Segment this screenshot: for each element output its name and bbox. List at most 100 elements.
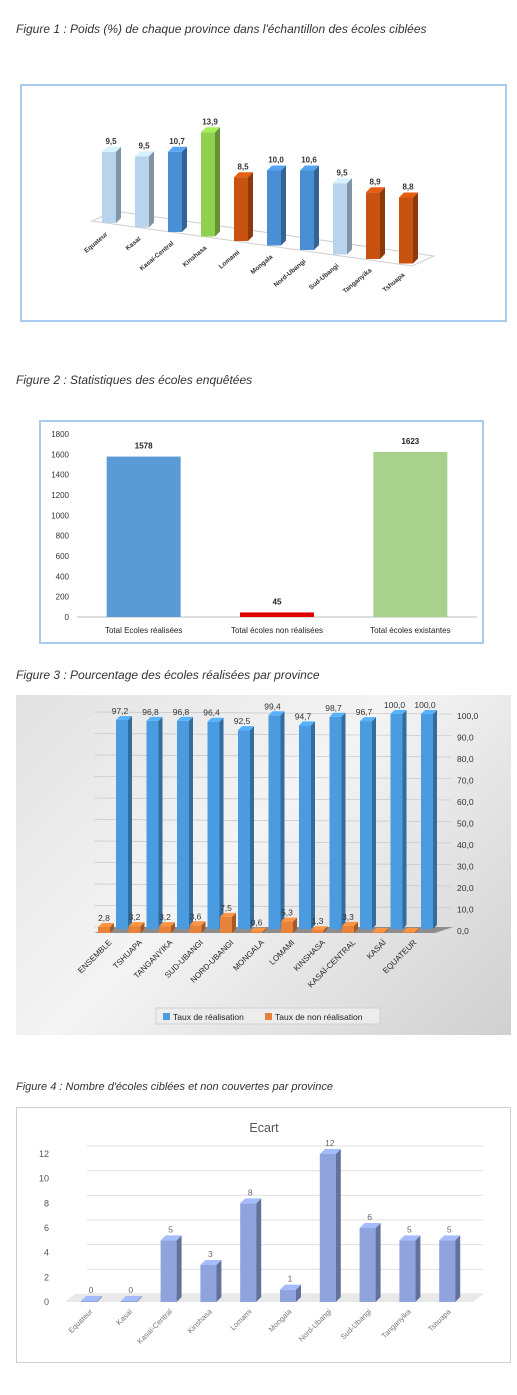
fig1-category-label: Tshuapa xyxy=(382,271,407,293)
fig2-y-tick: 1800 xyxy=(51,430,69,439)
fig4-category-label: Sud-Ubangi xyxy=(339,1307,374,1342)
fig2-y-tick: 800 xyxy=(56,532,70,541)
fig3-data-label-non-realisation: 0,6 xyxy=(251,918,263,928)
fig2-category-label: Total Ecoles réalisées xyxy=(105,626,182,635)
fig3-bar-realisation xyxy=(207,717,224,929)
fig4-category-label: Kinshasa xyxy=(186,1306,215,1335)
fig4-category-label: Equateur xyxy=(67,1307,95,1335)
fig4-y-tick: 4 xyxy=(44,1248,49,1258)
figure-2-svg: 0 200 400 600 800 1000 1200 1400 1600 1800 1578 Tot… xyxy=(51,430,477,635)
fig1-data-label: 10,0 xyxy=(268,156,284,165)
fig4-category-label: Kasaï xyxy=(114,1306,135,1327)
fig3-data-label-realisation: 98,7 xyxy=(325,703,342,713)
fig3-data-label-non-realisation: 3,2 xyxy=(129,912,141,922)
fig4-data-label: 6 xyxy=(367,1212,372,1222)
fig4-bar xyxy=(81,1296,102,1302)
fig3-data-label-non-realisation: 3,6 xyxy=(190,911,202,921)
fig3-y-tick: 50,0 xyxy=(457,819,474,829)
fig3-bar-non-realisation xyxy=(372,928,389,933)
fig4-data-label: 12 xyxy=(325,1138,335,1148)
figure-1-chart: 9,5 Equateur 9,5 Kasaï 10,7 Kasaï-Central 13,9… xyxy=(20,84,507,322)
fig3-legend-swatch-non-realisation xyxy=(265,1013,272,1020)
fig2-bar xyxy=(106,456,181,617)
fig1-category-label: Mongala xyxy=(250,253,275,276)
fig2-y-tick: 1600 xyxy=(51,450,69,459)
fig2-y-tick: 600 xyxy=(56,552,70,561)
fig3-bar-realisation xyxy=(146,716,163,929)
fig4-bar xyxy=(240,1198,262,1302)
fig3-bar-non-realisation xyxy=(281,917,297,933)
fig4-title: Ecart xyxy=(249,1121,279,1135)
fig1-bar xyxy=(234,172,253,241)
fig2-bar xyxy=(240,612,314,617)
fig3-data-label-non-realisation: 3,3 xyxy=(342,912,354,922)
fig4-y-tick: 12 xyxy=(39,1149,49,1159)
fig3-data-label-realisation: 97,2 xyxy=(112,706,129,716)
fig1-category-label: Nord-Ubangi xyxy=(273,258,308,289)
fig3-data-label-non-realisation: 5,3 xyxy=(281,908,293,918)
fig3-data-label-non-realisation: 2,8 xyxy=(98,913,110,923)
fig3-y-tick: 90,0 xyxy=(457,733,474,743)
fig2-y-tick: 400 xyxy=(56,572,70,581)
fig3-data-label-non-realisation: 1,3 xyxy=(312,916,324,926)
fig3-y-tick: 20,0 xyxy=(457,883,474,893)
fig1-data-label: 9,5 xyxy=(138,141,150,150)
figure-2-caption: Figure 2 : Statistiques des écoles enquê… xyxy=(16,373,253,387)
fig4-bar xyxy=(160,1235,182,1302)
fig3-y-tick: 40,0 xyxy=(457,840,474,850)
fig1-bar xyxy=(168,146,187,232)
fig1-data-label: 8,8 xyxy=(402,183,414,192)
fig3-bar-non-realisation xyxy=(250,927,267,933)
fig3-bar-realisation xyxy=(299,721,315,929)
fig2-category-label: Total écoles existantes xyxy=(370,626,451,635)
fig4-bar xyxy=(280,1284,301,1302)
fig3-y-tick: 10,0 xyxy=(457,905,474,915)
fig3-category-label: MONGALA xyxy=(231,938,266,973)
figure-4-svg: Ecart 0 2 4 6 8 10 12 0 Equateur 0 Kasaï 5 Kasaï-Cent… xyxy=(39,1121,483,1346)
fig3-data-label-realisation: 96,7 xyxy=(356,707,373,717)
fig2-data-label: 45 xyxy=(273,597,282,606)
fig2-data-label: 1623 xyxy=(401,437,419,446)
fig1-category-label: Kasaï xyxy=(124,236,142,253)
figure-3-caption: Figure 3 : Pourcentage des écoles réalis… xyxy=(16,668,320,682)
fig3-y-tick: 70,0 xyxy=(457,776,474,786)
fig4-category-label: Tanganyika xyxy=(380,1306,414,1340)
fig3-bar-non-realisation xyxy=(403,928,419,933)
fig4-data-label: 8 xyxy=(248,1187,253,1197)
fig4-bar xyxy=(359,1223,381,1302)
fig1-bar xyxy=(399,192,418,264)
fig3-bar-non-realisation xyxy=(98,922,114,933)
fig3-bar-realisation xyxy=(268,711,285,929)
fig1-bar xyxy=(366,187,385,259)
fig2-bar xyxy=(373,451,448,617)
fig3-data-label-non-realisation: 7,5 xyxy=(220,903,232,913)
fig3-y-tick: 100,0 xyxy=(457,711,479,721)
fig4-data-label: 3 xyxy=(208,1249,213,1259)
fig2-y-tick: 0 xyxy=(65,613,70,622)
fig3-data-label-realisation: 94,7 xyxy=(295,711,312,721)
fig4-data-label: 1 xyxy=(288,1274,293,1284)
fig1-data-label: 13,9 xyxy=(202,117,218,126)
figure-3-chart: 0,0 10,0 20,0 30,0 40,0 50,0 60,0 70,0 80,0 90,0 1… xyxy=(16,695,511,1035)
fig4-data-label: 5 xyxy=(168,1224,173,1234)
fig4-y-tick: 2 xyxy=(44,1272,49,1282)
fig3-data-label-realisation: 96,8 xyxy=(173,707,190,717)
fig1-data-label: 9,5 xyxy=(336,168,348,177)
fig1-bar xyxy=(267,165,286,246)
fig3-y-tick: 30,0 xyxy=(457,862,474,872)
fig3-data-label-realisation: 100,0 xyxy=(414,700,436,710)
fig2-y-tick: 1000 xyxy=(51,511,69,520)
fig3-bar-realisation xyxy=(360,717,376,929)
fig1-data-label: 8,9 xyxy=(369,177,381,186)
fig3-y-tick: 60,0 xyxy=(457,797,474,807)
fig3-data-label-non-realisation: 3,2 xyxy=(159,912,171,922)
fig3-bar-non-realisation xyxy=(220,912,236,933)
figure-1-caption: Figure 1 : Poids (%) de chaque province … xyxy=(16,22,427,36)
fig1-bar xyxy=(201,127,220,237)
fig3-category-label: ENSEMBLE xyxy=(76,938,113,975)
fig1-category-label: Lomami xyxy=(218,249,242,271)
fig4-y-tick: 8 xyxy=(44,1198,49,1208)
fig1-category-label: Kinshasa xyxy=(182,244,209,268)
fig3-bar-realisation xyxy=(421,710,437,929)
figure-3-svg: 0,0 10,0 20,0 30,0 40,0 50,0 60,0 70,0 80,0 90,0 1… xyxy=(76,700,479,1025)
